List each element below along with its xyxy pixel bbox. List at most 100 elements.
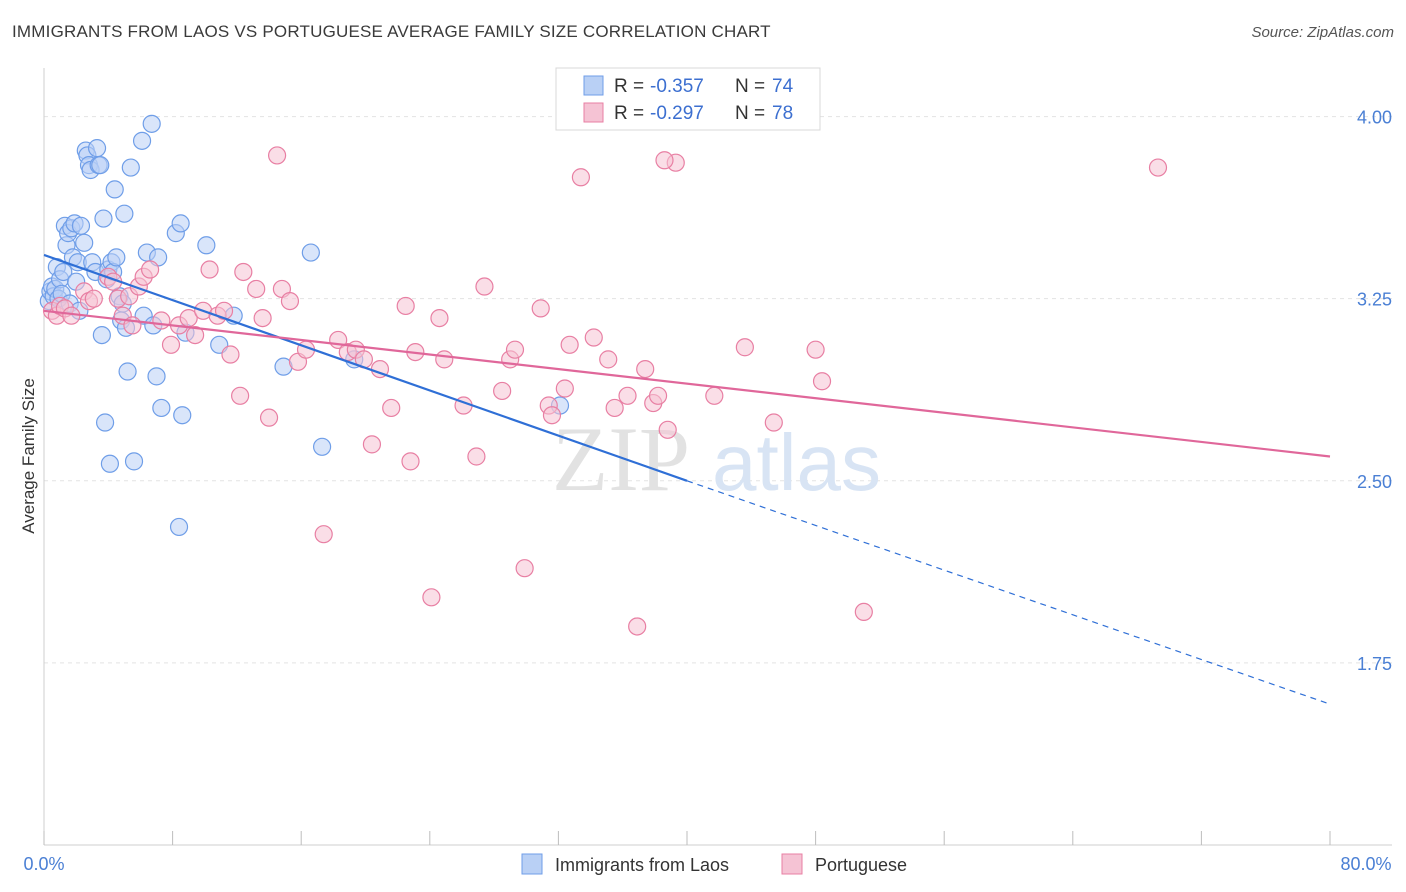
point-laos-58 xyxy=(169,517,189,537)
y-tick-label-3: 4.00 xyxy=(1357,108,1392,128)
point-portuguese-17 xyxy=(152,311,171,330)
point-portuguese-47 xyxy=(422,588,441,607)
point-laos-36 xyxy=(100,454,120,473)
point-portuguese-64 xyxy=(599,350,618,369)
point-portuguese-63 xyxy=(584,328,603,347)
y-tick-label-2: 3.25 xyxy=(1357,290,1392,310)
legend-swatch-laos xyxy=(583,75,604,96)
point-portuguese-36 xyxy=(314,525,333,544)
point-portuguese-52 xyxy=(475,277,494,296)
series-immigrants-from-laos xyxy=(39,114,570,537)
gridlines xyxy=(44,116,1392,664)
legend-n-label-2: N = xyxy=(735,103,765,124)
point-portuguese-66 xyxy=(618,386,637,405)
bottom-legend-swatch-laos xyxy=(521,853,543,875)
point-laos-39 xyxy=(105,180,124,199)
point-portuguese-26 xyxy=(221,345,240,364)
point-portuguese-62 xyxy=(571,168,591,187)
point-laos-44 xyxy=(115,204,134,223)
point-portuguese-61 xyxy=(560,335,579,354)
point-portuguese-23 xyxy=(200,260,219,279)
legend-r-label-1: R = xyxy=(614,76,644,97)
point-portuguese-7 xyxy=(84,289,103,308)
point-laos-40 xyxy=(107,248,126,267)
bottom-legend-swatch-portuguese xyxy=(781,853,803,875)
point-laos-46 xyxy=(118,362,137,381)
y-axis-label: Average Family Size xyxy=(19,378,38,534)
point-portuguese-45 xyxy=(401,452,420,471)
chart-title: IMMIGRANTS FROM LAOS VS PORTUGUESE AVERA… xyxy=(12,22,771,41)
point-portuguese-71 xyxy=(658,420,677,439)
point-laos-20 xyxy=(71,216,91,235)
trend-lines xyxy=(43,253,1331,705)
x-tick-label-1: 80.0% xyxy=(1340,854,1391,874)
bottom-legend-label-portuguese: Portuguese xyxy=(815,855,907,875)
point-portuguese-44 xyxy=(396,296,415,316)
point-laos-30 xyxy=(91,156,110,175)
legend-r-label-2: R = xyxy=(614,103,644,124)
point-portuguese-60 xyxy=(555,379,574,398)
legend-box: R = -0.357 N = 74 R = -0.297 N = 78 xyxy=(555,67,821,131)
point-portuguese-79 xyxy=(1148,158,1168,177)
point-portuguese-28 xyxy=(234,262,253,282)
y-tick-labels: 1.75 2.50 3.25 4.00 xyxy=(1357,108,1392,674)
point-portuguese-57 xyxy=(531,299,550,318)
point-laos-47 xyxy=(121,158,140,177)
point-portuguese-77 xyxy=(812,372,832,391)
point-portuguese-73 xyxy=(705,386,724,405)
point-portuguese-43 xyxy=(382,398,401,418)
point-laos-52 xyxy=(142,114,161,133)
legend-n-value-1: 74 xyxy=(772,76,794,97)
point-laos-67 xyxy=(312,437,332,456)
point-portuguese-30 xyxy=(253,308,272,328)
point-laos-32 xyxy=(94,209,113,228)
point-portuguese-76 xyxy=(806,340,825,359)
point-portuguese-21 xyxy=(186,325,205,345)
point-portuguese-53 xyxy=(493,381,512,401)
point-portuguese-75 xyxy=(764,413,783,432)
point-portuguese-18 xyxy=(161,335,181,354)
bottom-legend: Immigrants from Laos Portuguese xyxy=(521,853,907,875)
point-portuguese-70 xyxy=(648,386,668,405)
point-portuguese-74 xyxy=(735,338,754,357)
legend-r-value-2: -0.297 xyxy=(650,103,704,124)
legend-n-label-1: N = xyxy=(735,76,765,97)
point-portuguese-31 xyxy=(259,408,279,427)
point-portuguese-51 xyxy=(467,447,486,466)
point-portuguese-29 xyxy=(247,279,266,299)
point-portuguese-33 xyxy=(280,292,300,311)
point-laos-49 xyxy=(132,131,152,150)
axes xyxy=(43,68,1392,846)
series-portuguese xyxy=(42,146,1168,636)
point-portuguese-55 xyxy=(505,340,525,359)
x-tick-label-0: 0.0% xyxy=(23,854,64,874)
y-tick-label-0: 1.75 xyxy=(1357,654,1392,674)
point-portuguese-16 xyxy=(140,260,160,279)
watermark: ZIP atlas xyxy=(552,408,881,510)
point-portuguese-65 xyxy=(605,398,624,418)
bottom-legend-label-laos: Immigrants from Laos xyxy=(555,855,729,875)
point-laos-66 xyxy=(301,243,320,262)
point-laos-59 xyxy=(171,214,190,233)
legend-n-value-2: 78 xyxy=(772,103,793,124)
point-portuguese-49 xyxy=(435,350,454,369)
point-laos-60 xyxy=(173,406,192,425)
source-label: Source: ZipAtlas.com xyxy=(1251,24,1394,41)
point-laos-9 xyxy=(54,262,73,282)
point-portuguese-80 xyxy=(267,146,287,165)
legend-r-value-1: -0.357 xyxy=(650,76,704,97)
point-portuguese-59 xyxy=(542,406,562,425)
point-laos-31 xyxy=(92,325,111,345)
point-portuguese-81 xyxy=(655,151,674,170)
point-portuguese-56 xyxy=(515,559,534,578)
trend-line-portuguese xyxy=(43,309,1331,458)
point-laos-54 xyxy=(147,367,166,386)
point-laos-62 xyxy=(197,236,216,255)
point-laos-48 xyxy=(124,452,144,471)
x-tick-labels: 0.0% 80.0% xyxy=(23,854,1391,874)
watermark-atlas: atlas xyxy=(712,418,881,507)
point-portuguese-78 xyxy=(854,602,873,622)
point-laos-33 xyxy=(95,413,115,432)
trend-line-laos-extension xyxy=(686,480,1331,705)
